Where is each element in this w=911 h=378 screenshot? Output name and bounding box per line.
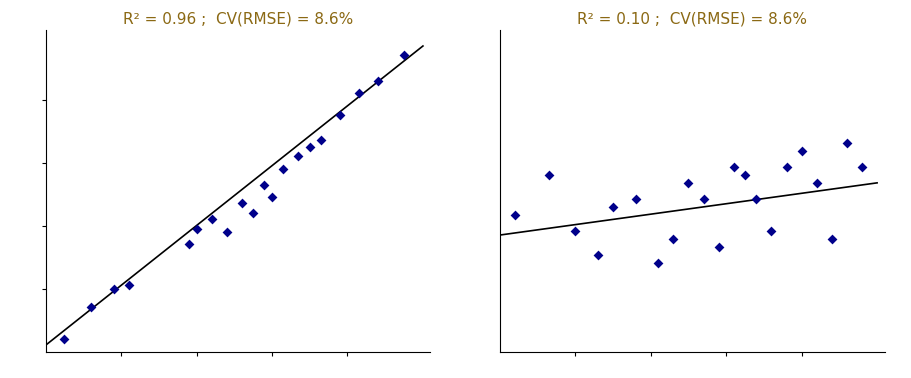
Point (351, 90, 365, 96)
Point (605, 204, 619, 210)
Point (681, 180, 695, 186)
Title: R² = 0.96 ;  CV(RMSE) = 8.6%: R² = 0.96 ; CV(RMSE) = 8.6% (123, 11, 353, 26)
Point (541, 172, 556, 178)
Point (650, 260, 665, 266)
Point (793, 148, 808, 154)
Point (726, 164, 741, 170)
Point (370, 77, 384, 84)
Point (396, 53, 411, 59)
Point (313, 138, 328, 144)
Point (276, 166, 291, 172)
Title: R² = 0.10 ;  CV(RMSE) = 8.6%: R² = 0.10 ; CV(RMSE) = 8.6% (577, 11, 806, 26)
Point (246, 210, 261, 216)
Point (333, 112, 347, 118)
Point (778, 164, 793, 170)
Point (220, 229, 234, 235)
Point (507, 212, 522, 218)
Point (204, 216, 219, 222)
Point (737, 172, 752, 178)
Point (257, 181, 271, 187)
Point (291, 153, 305, 159)
Point (302, 144, 317, 150)
Point (824, 236, 838, 242)
Point (121, 282, 136, 288)
Point (234, 200, 249, 206)
Point (264, 194, 279, 200)
Point (189, 226, 203, 232)
Point (628, 196, 642, 202)
Point (665, 236, 680, 242)
Point (57, 336, 72, 342)
Point (839, 140, 854, 146)
Point (84, 304, 98, 310)
Point (809, 180, 824, 186)
Point (106, 285, 120, 291)
Point (590, 252, 605, 258)
Point (181, 242, 196, 248)
Point (695, 196, 710, 202)
Point (854, 164, 868, 170)
Point (711, 244, 725, 250)
Point (748, 196, 763, 202)
Point (568, 228, 582, 234)
Point (763, 228, 778, 234)
